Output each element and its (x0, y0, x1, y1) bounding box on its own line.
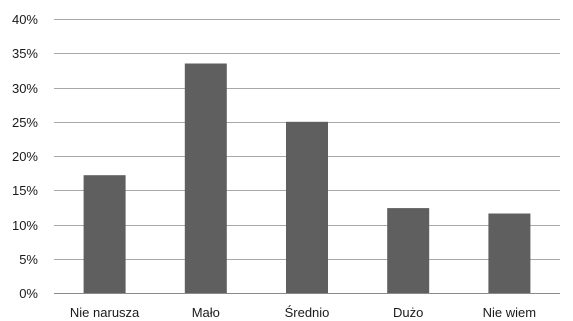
bar-4 (488, 213, 531, 293)
y-tick-label: 10% (12, 218, 38, 233)
bar-1 (184, 63, 227, 293)
y-tick-label: 25% (12, 115, 38, 130)
x-category-label: Nie narusza (70, 305, 140, 320)
x-category-label: Dużo (393, 305, 423, 320)
y-tick-label: 20% (12, 149, 38, 164)
bar-0 (83, 175, 126, 293)
x-category-label: Średnio (285, 305, 330, 320)
bar-2 (286, 121, 328, 294)
y-tick-label: 35% (12, 46, 38, 61)
x-category-label: Mało (192, 305, 220, 320)
y-tick-label: 40% (12, 12, 38, 27)
y-tick-label: 30% (12, 81, 38, 96)
bar-3 (387, 208, 430, 293)
x-category-label: Nie wiem (483, 305, 536, 320)
y-axis-tick-labels: 0% 5% 10% 15% 20% 25% 30% 35% 40% (12, 12, 38, 301)
y-tick-label: 5% (19, 252, 38, 267)
y-tick-label: 0% (19, 286, 38, 301)
y-tick-label: 15% (12, 183, 38, 198)
x-axis-category-labels: Nie narusza Mało Średnio Dużo Nie wiem (70, 305, 536, 320)
bars (83, 63, 531, 294)
